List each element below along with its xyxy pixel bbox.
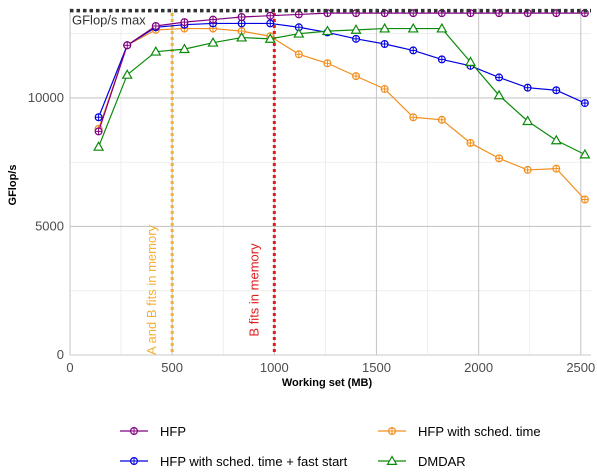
legend-item: HFP with sched. time: [378, 424, 541, 439]
data-point: [580, 195, 589, 204]
reference-line-label: B fits in memory: [246, 243, 261, 337]
data-point: [379, 22, 391, 33]
y-tick-label: 5000: [35, 218, 64, 233]
data-point: [579, 148, 591, 159]
data-point: [550, 134, 562, 145]
data-point: [236, 31, 248, 42]
data-point: [409, 46, 418, 55]
legend-marker: [388, 427, 397, 436]
max-line-label: GFlop/s max: [72, 13, 146, 28]
data-point: [151, 21, 160, 30]
data-point: [209, 15, 218, 24]
axes: 0 500 1000 1500 2000 2500 0 5000 10000: [28, 90, 595, 375]
data-point: [436, 22, 448, 33]
data-point: [207, 36, 219, 47]
max-line-group: GFlop/s max: [70, 8, 591, 28]
data-point: [264, 33, 276, 43]
data-point: [321, 25, 333, 36]
data-point: [522, 115, 534, 126]
data-point: [352, 72, 361, 81]
series-line: [98, 27, 586, 200]
data-point: [294, 50, 303, 59]
legend-item: DMDAR: [378, 454, 466, 469]
data-point: [293, 27, 305, 38]
data-point: [464, 56, 476, 66]
legend-marker: [130, 427, 139, 436]
data-point: [523, 83, 532, 92]
data-point: [180, 18, 189, 27]
x-tick-label: 1500: [362, 360, 391, 375]
data-point: [266, 11, 275, 20]
legend: HFP HFP with sched. time HFP with sched. t…: [120, 424, 541, 469]
x-tick-label: 500: [161, 360, 183, 375]
reference-lines: A and B fits in memory B fits in memory: [144, 13, 276, 355]
x-tick-label: 2500: [566, 360, 595, 375]
legend-label: DMDAR: [418, 454, 466, 469]
data-point: [94, 113, 103, 122]
legend-marker: [130, 457, 139, 466]
data-point: [523, 165, 532, 174]
legend-label: HFP: [160, 424, 186, 439]
data-point: [552, 164, 561, 173]
data-point: [237, 12, 246, 21]
x-tick-label: 1000: [260, 360, 289, 375]
series-line: [98, 27, 586, 156]
legend-item: HFP with sched. time + fast start: [120, 454, 348, 469]
y-tick-label: 10000: [28, 90, 64, 105]
x-axis-title: Working set (MB): [282, 377, 373, 389]
legend-item: HFP: [120, 424, 186, 439]
y-axis-title: GFlop/s: [7, 165, 19, 206]
data-point: [466, 138, 475, 147]
data-point: [580, 99, 589, 108]
data-point: [407, 22, 419, 33]
reference-line-label: A and B fits in memory: [144, 224, 159, 355]
data-point: [493, 89, 505, 100]
data-point: [350, 24, 362, 34]
data-point: [93, 141, 105, 151]
legend-marker: [386, 455, 398, 465]
data-point: [380, 84, 389, 93]
data-point: [409, 113, 418, 122]
series-line: [98, 22, 586, 118]
data-point: [323, 59, 332, 68]
data-point: [552, 86, 561, 95]
data-point: [495, 154, 504, 163]
data-point: [409, 9, 418, 18]
data-point: [437, 55, 446, 64]
data-point: [380, 39, 389, 48]
data-point: [437, 115, 446, 124]
data-point: [266, 19, 275, 28]
data-point: [123, 41, 132, 50]
x-tick-label: 0: [66, 360, 73, 375]
grid: [69, 8, 591, 356]
legend-label: HFP with sched. time + fast start: [160, 454, 348, 469]
data-point: [150, 45, 162, 56]
data-point: [178, 43, 190, 54]
series-group: [93, 9, 591, 204]
data-point: [94, 127, 103, 136]
y-tick-label: 0: [57, 347, 64, 362]
data-point: [352, 34, 361, 43]
series-line: [98, 12, 585, 132]
data-point: [495, 73, 504, 82]
x-tick-label: 2000: [464, 360, 493, 375]
data-point: [237, 19, 246, 28]
data-point: [121, 69, 133, 79]
legend-label: HFP with sched. time: [418, 424, 541, 439]
